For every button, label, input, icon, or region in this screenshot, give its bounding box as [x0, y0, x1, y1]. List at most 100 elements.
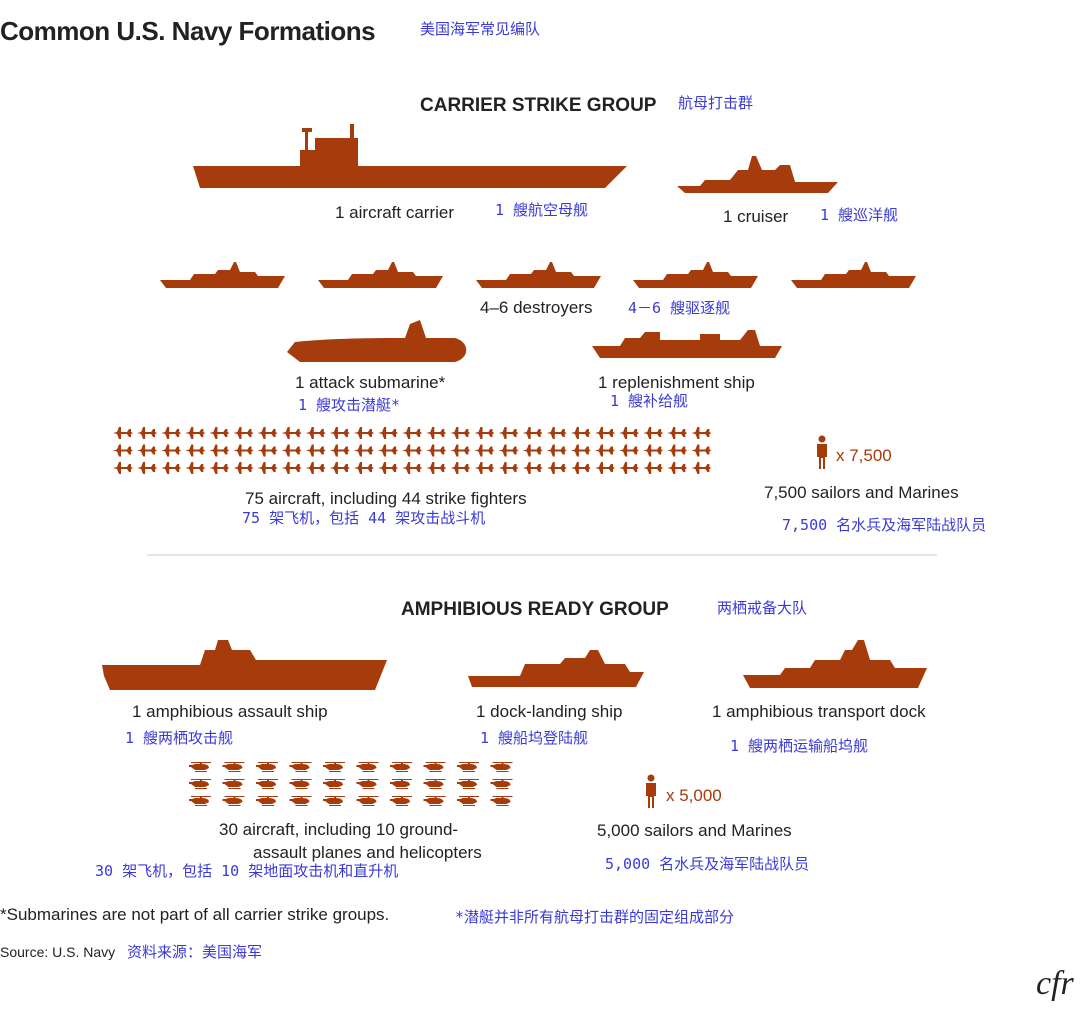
item-label-cn: 1 艘船坞登陆舰: [480, 729, 588, 747]
aircraft-icon: [257, 462, 278, 474]
aircraft-icon: [402, 427, 423, 439]
aircraft-icon: [222, 762, 245, 772]
item-label: 1 amphibious assault ship: [132, 702, 328, 721]
aircraft-icon: [289, 762, 312, 772]
item-label-cn: 1 艘补给舰: [610, 392, 688, 410]
personnel-count: x 5,000: [666, 786, 722, 805]
item-label-cn: 4－6 艘驱逐舰: [628, 299, 730, 317]
source-cn: 资料来源：美国海军: [127, 943, 262, 961]
aircraft-icon: [137, 444, 158, 457]
aircraft-icon: [474, 462, 495, 474]
aircraft-icon: [450, 444, 471, 457]
item-label: 1 dock-landing ship: [476, 702, 622, 721]
aircraft-icon: [356, 762, 379, 772]
aircraft-icon: [356, 796, 379, 806]
personnel-count: x 7,500: [836, 446, 892, 465]
aircraft-icons: [113, 427, 712, 474]
aircraft-icon: [137, 462, 158, 474]
item-label-cn: 1 艘两栖攻击舰: [125, 729, 233, 747]
item-label: 1 cruiser: [723, 207, 789, 226]
aircraft-icon: [691, 444, 712, 457]
aircraft-icon: [305, 462, 326, 474]
aircraft-icon: [209, 462, 230, 474]
aircraft-icon: [209, 427, 230, 439]
aircraft-icon: [619, 444, 640, 457]
aircraft-icon: [390, 796, 412, 806]
aircraft-icon: [323, 796, 345, 806]
aircraft-icon: [667, 444, 688, 457]
aircraft-icon: [281, 427, 302, 439]
aircraft-icon: [691, 462, 712, 474]
aircraft-icon: [498, 444, 519, 457]
aircraft-icon: [390, 762, 412, 772]
aircraft-icon: [570, 427, 591, 439]
aircraft-icon: [426, 444, 447, 457]
aircraft-icon: [378, 462, 399, 474]
aircraft-icon: [323, 762, 345, 772]
aircraft-icon: [570, 462, 591, 474]
footnote-cn: *潜艇并非所有航母打击群的固定组成部分: [455, 908, 734, 926]
aircraft-icon: [450, 427, 471, 439]
aircraft-icon: [222, 779, 245, 789]
footnote: *Submarines are not part of all carrier …: [0, 905, 389, 924]
aircraft-icon: [490, 796, 513, 806]
aircraft-icon: [423, 796, 446, 806]
title: Common U.S. Navy Formations: [0, 16, 375, 46]
aircraft-icon: [281, 444, 302, 457]
item-label: 30 aircraft, including 10 ground-: [219, 820, 458, 839]
section-heading-cn: 航母打击群: [678, 94, 753, 112]
aircraft-icon: [390, 779, 412, 789]
item-label: 4–6 destroyers: [480, 298, 592, 317]
person-icon: [817, 435, 827, 469]
title-cn: 美国海军常见编队: [420, 20, 540, 38]
aircraft-icon: [185, 444, 206, 457]
aircraft-icon: [329, 427, 350, 439]
aircraft-icon: [490, 762, 513, 772]
aircraft-icon: [643, 427, 664, 439]
aircraft-icon: [570, 444, 591, 457]
aircraft-icon: [281, 462, 302, 474]
item-label: 75 aircraft, including 44 strike fighter…: [245, 489, 527, 508]
aircraft-icon: [329, 462, 350, 474]
aircraft-icon: [256, 796, 278, 806]
aircraft-icon: [256, 779, 278, 789]
personnel-label-cn: 5,000 名水兵及海军陆战队员: [605, 855, 809, 873]
item-label: 1 attack submarine*: [295, 373, 446, 392]
aircraft-icon: [378, 427, 399, 439]
aircraft-icon: [595, 462, 615, 474]
personnel-label: 7,500 sailors and Marines: [764, 483, 959, 502]
aircraft-icon: [457, 779, 479, 789]
aircraft-icon: [356, 779, 379, 789]
aircraft-icon: [354, 462, 374, 474]
aircraft-icon: [257, 444, 278, 457]
logo: cfr: [1036, 965, 1075, 1002]
aircraft-icon: [402, 462, 423, 474]
aircraft-icon: [113, 462, 133, 474]
item-label-cn: 30 架飞机，包括 10 架地面攻击机和直升机: [95, 862, 398, 880]
aircraft-icon: [305, 427, 326, 439]
aircraft-icon: [522, 462, 543, 474]
aircraft-icon: [643, 462, 664, 474]
aircraft-icon: [426, 462, 447, 474]
aircraft-icon: [378, 444, 399, 457]
item-label-cn: 75 架飞机，包括 44 架攻击战斗机: [242, 509, 485, 527]
aircraft-icon: [546, 427, 567, 439]
aircraft-icon: [113, 444, 133, 457]
aircraft-icon: [233, 427, 254, 439]
aircraft-icon: [474, 427, 495, 439]
aircraft-icons: [189, 762, 513, 806]
aircraft-icon: [161, 427, 182, 439]
aircraft-icon: [289, 796, 312, 806]
item-label: assault planes and helicopters: [253, 843, 482, 862]
aircraft-icon: [643, 444, 664, 457]
aircraft-icon: [619, 462, 640, 474]
personnel-label-cn: 7,500 名水兵及海军陆战队员: [782, 516, 986, 534]
item-label-cn: 1 艘巡洋舰: [820, 206, 898, 224]
aircraft-icon: [354, 444, 374, 457]
aircraft-icon: [161, 462, 182, 474]
aircraft-icon: [222, 796, 245, 806]
aircraft-icon: [667, 462, 688, 474]
aircraft-icon: [691, 427, 712, 439]
aircraft-icon: [423, 762, 446, 772]
